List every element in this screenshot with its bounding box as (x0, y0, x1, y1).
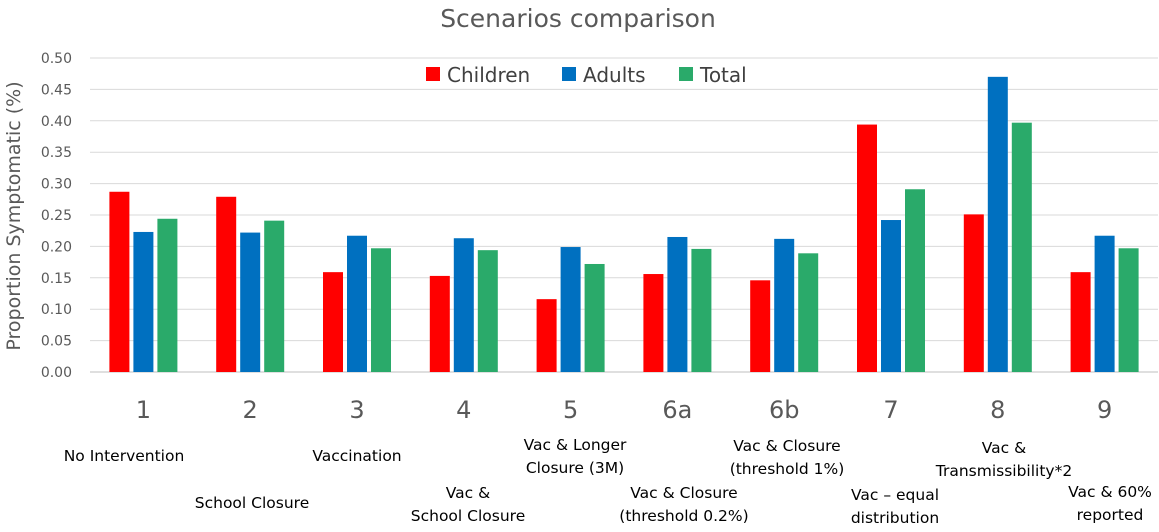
bar-adults-9 (1094, 235, 1115, 372)
bars (109, 76, 1139, 373)
bar-children-4 (429, 275, 450, 372)
y-tick-label: 0.30 (41, 177, 72, 193)
bar-total-7 (905, 189, 925, 372)
category-label: 5 (563, 396, 578, 424)
bar-adults-6b (774, 238, 795, 372)
y-tick-label: 0.25 (41, 208, 72, 224)
bar-adults-7 (881, 220, 901, 372)
category-label: 4 (456, 396, 471, 424)
category-label: 6b (769, 396, 800, 424)
category-note: Vac & Longer (524, 436, 627, 454)
category-label: 6a (662, 396, 692, 424)
bar-children-6a (643, 274, 664, 372)
y-tick-label: 0.15 (41, 271, 72, 287)
category-label: 3 (349, 396, 364, 424)
bar-adults-2 (240, 232, 261, 372)
category-note: School Closure (195, 494, 309, 512)
category-note: Transmissibility*2 (935, 462, 1072, 480)
bar-total-2 (264, 220, 285, 372)
legend-label-total: Total (699, 63, 747, 87)
bar-total-6a (691, 248, 712, 372)
category-note: Vac & 60% (1068, 483, 1152, 501)
category-note: Vac & (446, 484, 490, 502)
bar-adults-1 (133, 231, 154, 372)
category-notes: No Intervention School Closure Vaccination… (64, 436, 1152, 527)
category-note: School Closure (411, 507, 525, 525)
y-tick-label: 0.00 (41, 365, 72, 381)
category-note: Vac & Closure (733, 437, 840, 455)
category-note: No Intervention (64, 447, 185, 465)
y-tick-label: 0.50 (41, 51, 72, 67)
bar-total-9 (1118, 248, 1139, 372)
category-label: 1 (136, 396, 151, 424)
category-note: Vac & Closure (630, 484, 737, 502)
category-note: reported (1077, 506, 1144, 524)
bar-total-5 (584, 263, 605, 372)
category-label: 8 (990, 396, 1005, 424)
y-axis-label: Proportion Symptomatic (%) (3, 81, 25, 350)
bar-total-4 (477, 250, 498, 372)
bar-total-6b (798, 253, 819, 372)
category-label: 9 (1097, 396, 1112, 424)
bar-adults-5 (560, 247, 581, 372)
legend-swatch-total (679, 67, 693, 81)
legend-label-adults: Adults (583, 63, 646, 87)
bar-children-7 (857, 124, 877, 373)
category-note: Vac – equal (851, 486, 939, 504)
legend-label-children: Children (447, 63, 530, 87)
category-note: distribution (851, 509, 939, 527)
legend: Children Adults Total (426, 63, 747, 87)
legend-swatch-children (426, 67, 440, 81)
y-tick-label: 0.35 (41, 145, 72, 161)
y-tick-label: 0.10 (41, 302, 72, 318)
bar-children-2 (216, 196, 237, 372)
category-label: 2 (243, 396, 258, 424)
bar-children-6b (750, 280, 771, 372)
y-tick-label: 0.20 (41, 239, 72, 255)
y-tick-labels: 0.00 0.05 0.10 0.15 0.20 0.25 0.30 0.35 0.40 0.45… (41, 51, 72, 381)
bar-children-5 (536, 299, 557, 372)
bar-adults-6a (667, 236, 688, 372)
y-tick-label: 0.05 (41, 334, 72, 350)
chart-title: Scenarios comparison (440, 4, 716, 33)
bar-children-3 (323, 272, 343, 372)
category-note: Closure (3M) (526, 459, 624, 477)
bar-children-1 (109, 191, 130, 372)
bar-adults-4 (453, 238, 474, 372)
category-note: Vac & (982, 439, 1026, 457)
bar-total-1 (157, 218, 178, 372)
category-note: (threshold 1%) (730, 460, 845, 478)
bar-total-8 (1011, 122, 1032, 373)
bar-adults-8 (987, 76, 1008, 372)
bar-children-9 (1070, 272, 1091, 372)
bar-children-8 (963, 214, 984, 372)
category-label: 7 (883, 396, 898, 424)
legend-swatch-adults (562, 67, 576, 81)
category-note: Vaccination (312, 447, 401, 465)
bar-adults-3 (347, 235, 367, 372)
category-note: (threshold 0.2%) (619, 507, 748, 525)
bar-total-3 (371, 248, 391, 372)
y-tick-label: 0.40 (41, 114, 72, 130)
y-tick-label: 0.45 (41, 82, 72, 98)
category-labels: 1 2 3 4 5 6a 6b 7 8 9 (136, 396, 1112, 424)
